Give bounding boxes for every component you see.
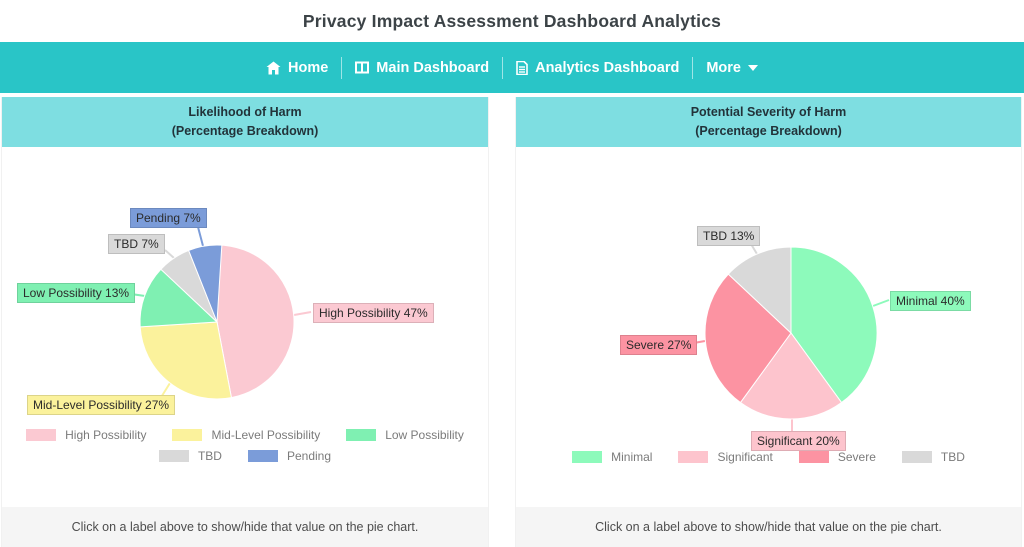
callout-label-minimal: Minimal 40% — [890, 290, 971, 311]
nav-item-label: Home — [288, 59, 329, 76]
legend-label: Mid-Level Possibility — [211, 427, 321, 442]
chart-title: Potential Severity of Harm — [690, 105, 847, 119]
columns-icon — [355, 61, 370, 74]
nav-item-home[interactable]: Home — [253, 60, 341, 76]
legend-label: TBD — [940, 449, 965, 464]
callout-leader-line-pending — [197, 226, 204, 246]
callout-label-significant: Significant 20% — [751, 430, 846, 451]
severity-card-body: Minimal 40% Significant 20% Severe 27% TBD … — [516, 146, 1021, 547]
file-icon — [516, 60, 528, 75]
pie-slice-minimal[interactable] — [790, 245, 878, 403]
legend-swatch — [798, 450, 829, 463]
pie-slice-pending[interactable] — [188, 244, 223, 322]
legend-item-severe[interactable]: Severe — [798, 449, 876, 464]
likelihood-of-harm-pie-svg — [123, 226, 312, 400]
pie-slice-low-possibility[interactable] — [139, 268, 219, 327]
nav-item-label: More — [706, 59, 741, 76]
legend-swatch — [26, 428, 57, 441]
likelihood-card-header: Likelihood of Harm (Percentage Breakdown… — [2, 97, 488, 147]
legend-label: TBD — [197, 448, 222, 463]
legend-item-tbd[interactable]: TBD — [901, 449, 965, 464]
legend-item-mid-level-possibility[interactable]: Mid-Level Possibility — [172, 428, 320, 442]
pie-slice-mid-level-possibility[interactable] — [139, 320, 233, 400]
nav-divider — [692, 56, 694, 79]
nav-item-more[interactable]: More — [693, 60, 771, 76]
legend-label: Severe — [837, 449, 876, 464]
callout-label-pending: Pending 7% — [130, 207, 207, 228]
callout-label-high-possibility: High Possibility 47% — [313, 302, 434, 323]
legend-swatch — [172, 428, 203, 441]
legend-item-pending[interactable]: Pending — [247, 448, 332, 463]
legend-item-low-possibility[interactable]: Low Possibility — [346, 428, 464, 442]
legend-swatch — [678, 450, 709, 463]
likelihood-chart-card: Likelihood of Harm (Percentage Breakdown… — [1, 97, 489, 547]
callout-leader-line-high-possibility — [293, 310, 312, 316]
callout-leader-line-minimal — [872, 298, 890, 307]
nav-divider — [502, 56, 504, 79]
legend-label: Pending — [286, 448, 332, 463]
callout-label-low-possibility: Low Possibility 13% — [17, 282, 136, 303]
nav-divider — [341, 56, 343, 79]
legend-label: Low Possibility — [385, 427, 464, 442]
footer-hint-text: Click on a label above to show/hide that… — [71, 520, 419, 534]
legend-item-minimal[interactable]: Minimal — [572, 450, 652, 464]
severity-chart-card: Potential Severity of Harm (Percentage B… — [515, 97, 1022, 547]
nav-item-main-dashboard[interactable]: Main Dashboard — [342, 60, 502, 76]
callout-label-tbd: TBD 7% — [108, 233, 165, 254]
chart-subtitle: (Percentage Breakdown) — [695, 123, 842, 138]
callout-label-mid-level-possibility: Mid-Level Possibility 27% — [27, 394, 176, 415]
pie-slice-tbd[interactable] — [727, 245, 792, 334]
nav-item-label: Main Dashboard — [376, 59, 490, 76]
callout-label-severe: Severe 27% — [620, 334, 698, 355]
pie-slice-significant[interactable] — [739, 331, 843, 420]
page-title: Privacy Impact Assessment Dashboard Anal… — [302, 10, 722, 31]
legend-row: TBD Pending — [158, 448, 332, 463]
chart-title: Likelihood of Harm — [188, 105, 302, 119]
nav-item-label: Analytics Dashboard — [535, 59, 680, 76]
pie-slice-severe[interactable] — [704, 272, 792, 403]
home-icon — [266, 61, 281, 75]
main-nav: Home Main Dashboard Analytics Dashboard Mor… — [0, 42, 1024, 93]
legend-item-tbd[interactable]: TBD — [158, 448, 222, 463]
dashboard-cards: Likelihood of Harm (Percentage Breakdown… — [0, 93, 1024, 547]
severity-pie-chart-area: Minimal 40% Significant 20% Severe 27% TBD … — [516, 147, 1021, 451]
legend-label: Significant — [717, 449, 773, 464]
pie-slice-high-possibility[interactable] — [216, 243, 295, 398]
callout-leader-line-tbd — [164, 248, 175, 259]
legend-row: High Possibility Mid-Level Possibility Low… — [26, 428, 464, 442]
potential-severity-of-harm-pie-svg — [687, 242, 890, 435]
severity-legend: Minimal Significant Severe TBD — [516, 450, 1021, 464]
legend-swatch — [346, 428, 377, 441]
likelihood-card-footer: Click on a label above to show/hide that… — [2, 507, 488, 547]
legend-row: Minimal Significant Severe TBD — [572, 450, 965, 464]
page-header: Privacy Impact Assessment Dashboard Anal… — [0, 0, 1024, 42]
legend-swatch — [158, 449, 189, 462]
legend-item-significant[interactable]: Significant — [678, 449, 773, 464]
likelihood-pie-chart-area: High Possibility 47% Mid-Level Possibilit… — [2, 147, 488, 424]
likelihood-legend: High Possibility Mid-Level Possibility Low… — [2, 428, 488, 463]
caret-down-icon — [748, 64, 758, 71]
severity-card-header: Potential Severity of Harm (Percentage B… — [516, 97, 1021, 147]
legend-swatch — [901, 450, 932, 463]
footer-hint-text: Click on a label above to show/hide that… — [595, 520, 942, 534]
chart-subtitle: (Percentage Breakdown) — [171, 123, 319, 138]
legend-label: Minimal — [611, 449, 653, 464]
legend-swatch — [572, 450, 603, 463]
legend-swatch — [247, 449, 278, 462]
legend-label: High Possibility — [65, 427, 147, 442]
likelihood-card-body: High Possibility 47% Mid-Level Possibilit… — [2, 146, 488, 547]
severity-card-footer: Click on a label above to show/hide that… — [516, 507, 1021, 547]
callout-label-tbd: TBD 13% — [697, 225, 761, 246]
legend-item-high-possibility[interactable]: High Possibility — [26, 428, 146, 442]
nav-item-analytics-dashboard[interactable]: Analytics Dashboard — [503, 60, 692, 76]
